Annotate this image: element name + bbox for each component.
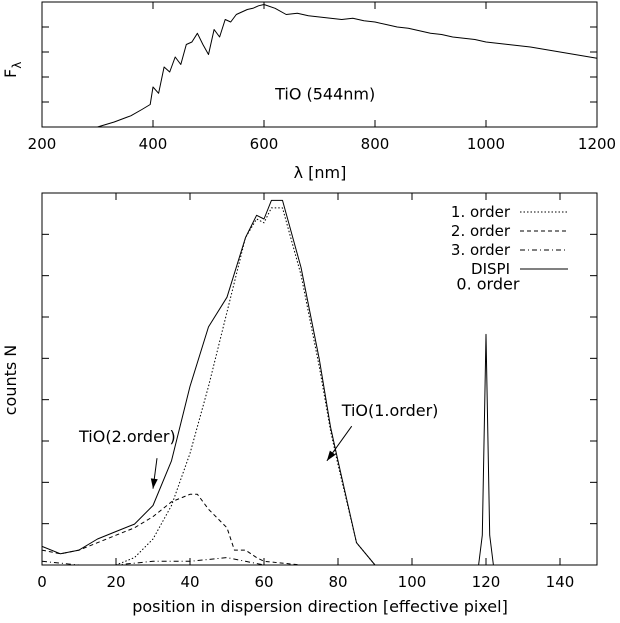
x-tick-label: 100 xyxy=(398,573,427,591)
second-order-line xyxy=(41,493,597,566)
bottom-x-axis-label: position in dispersion direction [effect… xyxy=(132,597,508,616)
x-tick-label: 200 xyxy=(28,135,57,153)
top-y-axis-label: Fλ xyxy=(1,62,24,78)
x-tick-label: 120 xyxy=(472,573,501,591)
top-y-axis-label-subscript: λ xyxy=(10,62,24,69)
x-tick-label: 80 xyxy=(328,573,347,591)
x-tick-label: 40 xyxy=(180,573,199,591)
bottom-plot-frame xyxy=(41,192,598,566)
legend: 1. order 2. order 3. order DISPI xyxy=(451,203,568,278)
dispi-line xyxy=(41,199,597,566)
x-tick-label: 60 xyxy=(254,573,273,591)
first-order-line xyxy=(42,207,597,566)
top-x-ticks xyxy=(41,2,598,127)
legend-label-third-order: 3. order xyxy=(451,241,511,259)
top-panel: 200 400 600 800 1000 1200 Fλ λ [nm] TiO (544n… xyxy=(1,1,616,182)
top-x-axis-label: λ [nm] xyxy=(294,163,347,182)
bottom-x-tick-labels: 0 20 40 60 80 100 120 140 xyxy=(37,573,574,591)
third-order-line xyxy=(41,557,597,566)
spectrum-line xyxy=(97,4,598,128)
legend-label-first-order: 1. order xyxy=(451,203,511,221)
x-tick-label: 1000 xyxy=(467,135,505,153)
tio-1st-order-arrowhead xyxy=(326,450,336,461)
x-tick-label: 20 xyxy=(106,573,125,591)
legend-label-second-order: 2. order xyxy=(451,222,511,240)
legend-label-dispi: DISPI xyxy=(471,260,510,278)
top-plot-frame xyxy=(41,1,598,128)
x-tick-label: 1200 xyxy=(578,135,616,153)
bottom-panel: 0 20 40 60 80 100 120 140 counts N position in … xyxy=(1,192,598,616)
tio-544-annotation: TiO (544nm) xyxy=(274,85,375,104)
bottom-y-axis-label: counts N xyxy=(1,345,20,416)
zero-order-annotation: 0. order xyxy=(456,275,519,294)
top-x-tick-labels: 200 400 600 800 1000 1200 xyxy=(28,135,616,153)
x-tick-label: 400 xyxy=(139,135,168,153)
x-tick-label: 800 xyxy=(361,135,390,153)
top-y-ticks xyxy=(42,26,597,103)
bottom-y-ticks xyxy=(42,233,597,525)
top-y-axis-label-main: F xyxy=(1,69,20,78)
tio-2nd-order-annotation: TiO(2.order) xyxy=(78,427,176,446)
x-tick-label: 140 xyxy=(546,573,575,591)
x-tick-label: 0 xyxy=(37,573,47,591)
x-tick-label: 600 xyxy=(250,135,279,153)
tio-2nd-order-arrowhead xyxy=(150,478,158,489)
tio-1st-order-annotation: TiO(1.order) xyxy=(341,401,439,420)
bottom-x-ticks xyxy=(41,193,561,565)
